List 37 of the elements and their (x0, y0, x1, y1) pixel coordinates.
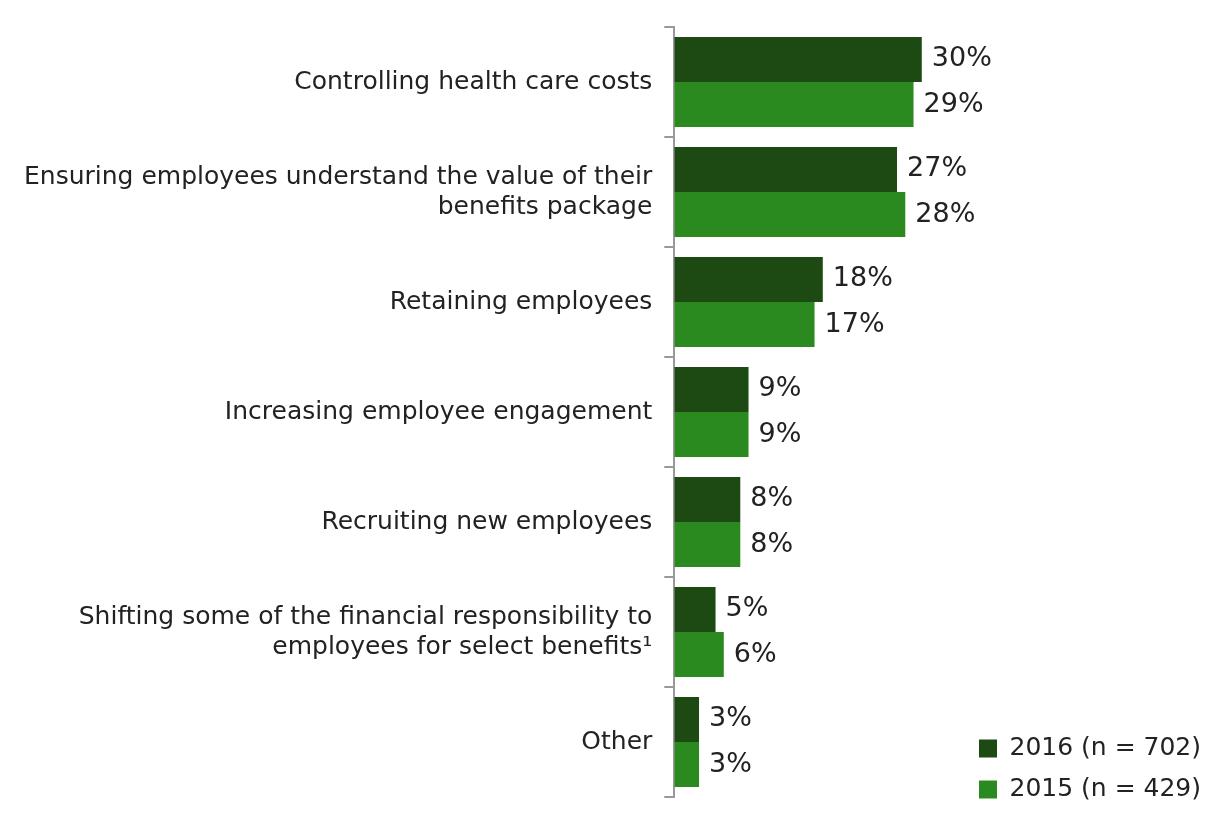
data-label: 3% (709, 746, 752, 778)
data-label: 3% (709, 701, 752, 733)
bar (674, 302, 815, 348)
bar (674, 476, 741, 522)
bar (674, 632, 724, 678)
bar (674, 696, 700, 742)
data-label: 8% (750, 526, 794, 558)
y-tick-label: Shifting some of the financial responsibility to employees for select benefits¹ (78, 600, 653, 660)
bar (674, 412, 749, 458)
data-label: 18% (832, 261, 893, 293)
data-label: 9% (758, 416, 802, 448)
bar (674, 366, 749, 412)
bar (674, 82, 914, 128)
y-tick-label: Recruiting new employees (321, 505, 653, 535)
bar (674, 256, 823, 302)
data-label: 30% (931, 41, 992, 73)
data-label: 5% (725, 591, 769, 623)
bar (674, 192, 906, 238)
bar (674, 586, 716, 632)
y-tick-label: Controlling health care costs (294, 65, 653, 95)
data-label: 27% (907, 151, 968, 183)
data-label: 29% (923, 86, 984, 118)
y-tick-label: Ensuring employees understand the value of their benefits package (24, 160, 654, 220)
bar (674, 742, 700, 788)
legend-label: 2016 (n = 702) (1009, 732, 1201, 761)
data-label: 17% (824, 306, 885, 338)
y-tick-label: Increasing employee engagement (224, 395, 653, 425)
bar (674, 522, 741, 568)
y-tick-label: Retaining employees (389, 285, 653, 315)
legend-label: 2015 (n = 429) (1009, 773, 1201, 802)
data-label: 8% (750, 481, 794, 513)
data-label: 9% (758, 371, 802, 403)
y-tick-label: Other (581, 725, 654, 755)
data-label: 6% (733, 636, 777, 668)
data-label: 28% (915, 196, 976, 228)
bar (674, 36, 922, 82)
bar (674, 146, 898, 192)
